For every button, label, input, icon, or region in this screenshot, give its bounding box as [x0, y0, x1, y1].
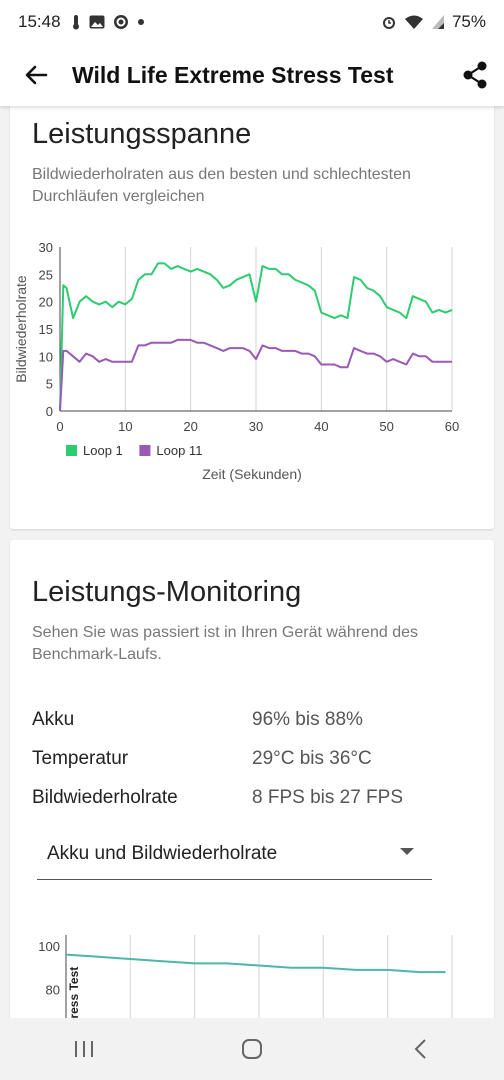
- performance-monitoring-card: Leistungs-Monitoring Sehen Sie was passi…: [10, 540, 494, 1018]
- y-tick-label: 100: [38, 939, 60, 954]
- y-tick-label: 20: [39, 295, 53, 310]
- x-tick-label: 30: [249, 419, 263, 434]
- recent-apps-icon: [75, 1041, 93, 1057]
- x-tick-label: 50: [379, 419, 393, 434]
- stat-row-battery: Akku 96% bis 88%: [32, 700, 472, 739]
- y-axis-label: Bildwiederholrate: [13, 275, 29, 383]
- content-scroll[interactable]: Leistungsspanne Bildwiederholraten aus d…: [0, 106, 504, 1018]
- battery-level: 75%: [451, 12, 486, 31]
- stat-label: Akku: [32, 708, 75, 730]
- legend-label: Loop 1: [83, 443, 123, 458]
- recent-apps-button[interactable]: [44, 1018, 124, 1080]
- y-axis-label: me Stress Test: [67, 967, 81, 1018]
- app-bar: Wild Life Extreme Stress Test: [0, 44, 504, 106]
- y-tick-label: 5: [46, 377, 53, 392]
- alarm-icon: [382, 17, 395, 29]
- thermometer-icon: [72, 15, 79, 30]
- stat-row-framerate: Bildwiederholrate 8 FPS bis 27 FPS: [32, 778, 472, 817]
- legend-swatch: [66, 445, 77, 456]
- stat-value: 29°C bis 36°C: [252, 747, 372, 769]
- stat-value: 8 FPS bis 27 FPS: [252, 786, 404, 808]
- y-tick-label: 25: [39, 267, 53, 282]
- stat-label: Temperatur: [32, 747, 129, 769]
- signal-icon: [431, 15, 444, 29]
- page-title: Wild Life Extreme Stress Test: [72, 61, 394, 88]
- x-axis-label: Zeit (Sekunden): [202, 466, 302, 482]
- system-nav-bar: [0, 1018, 504, 1080]
- range-subtitle: Bildwiederholraten aus den besten und sc…: [32, 166, 411, 205]
- dropdown-selected-value: Akku und Bildwiederholrate: [47, 842, 278, 864]
- series-line-1: [59, 262, 453, 412]
- legend-label: Loop 11: [156, 443, 202, 458]
- monitor-title: Leistungs-Monitoring: [32, 576, 302, 608]
- arrow-left-icon: [25, 65, 48, 85]
- x-tick-label: 60: [445, 419, 459, 434]
- status-time: 15:48: [18, 12, 61, 31]
- home-icon: [242, 1039, 262, 1059]
- share-button[interactable]: [446, 44, 504, 106]
- nav-back-button[interactable]: [380, 1018, 460, 1080]
- y-tick-label: 0: [46, 404, 53, 419]
- chevron-left-icon: [414, 1039, 426, 1059]
- series-line-2: [59, 338, 452, 412]
- battery-line: [65, 953, 446, 974]
- x-tick-label: 40: [314, 419, 328, 434]
- x-tick-label: 10: [118, 419, 132, 434]
- x-tick-label: 0: [56, 419, 63, 434]
- range-title: Leistungsspanne: [32, 118, 252, 150]
- stat-label: Bildwiederholrate: [32, 786, 178, 808]
- y-tick-label: 30: [39, 240, 53, 255]
- wifi-icon: [404, 15, 423, 29]
- performance-range-card: Leistungsspanne Bildwiederholraten aus d…: [10, 106, 494, 529]
- home-button[interactable]: [212, 1018, 292, 1080]
- status-bar: 15:48 75%: [0, 0, 504, 44]
- stats-list: Akku 96% bis 88% Temperatur 29°C bis 36°…: [32, 700, 472, 817]
- y-tick-label: 15: [39, 322, 53, 337]
- y-tick-label: 10: [39, 349, 53, 364]
- monitor-subtitle: Sehen Sie was passiert ist in Ihren Gerä…: [32, 624, 418, 663]
- dropdown-caret-icon: [400, 848, 414, 855]
- stat-row-temperature: Temperatur 29°C bis 36°C: [32, 739, 472, 778]
- dot-icon: [137, 19, 144, 25]
- stat-value: 96% bis 88%: [252, 708, 363, 730]
- x-tick-label: 20: [183, 419, 197, 434]
- legend-swatch: [139, 445, 151, 456]
- image-icon: [89, 15, 105, 29]
- whatsapp-icon: [113, 15, 128, 29]
- y-tick-label: 80: [46, 983, 60, 998]
- battery-chart: 1008060me Stress Test: [38, 935, 453, 1018]
- fps-range-chart: 0 10 20 30 40 50 60 0 5 10 15 20 25 30 Bildwiederholra…: [13, 240, 459, 482]
- chart-type-dropdown[interactable]: Akku und Bildwiederholrate: [37, 828, 432, 880]
- back-button[interactable]: [0, 44, 72, 106]
- share-icon: [463, 61, 487, 89]
